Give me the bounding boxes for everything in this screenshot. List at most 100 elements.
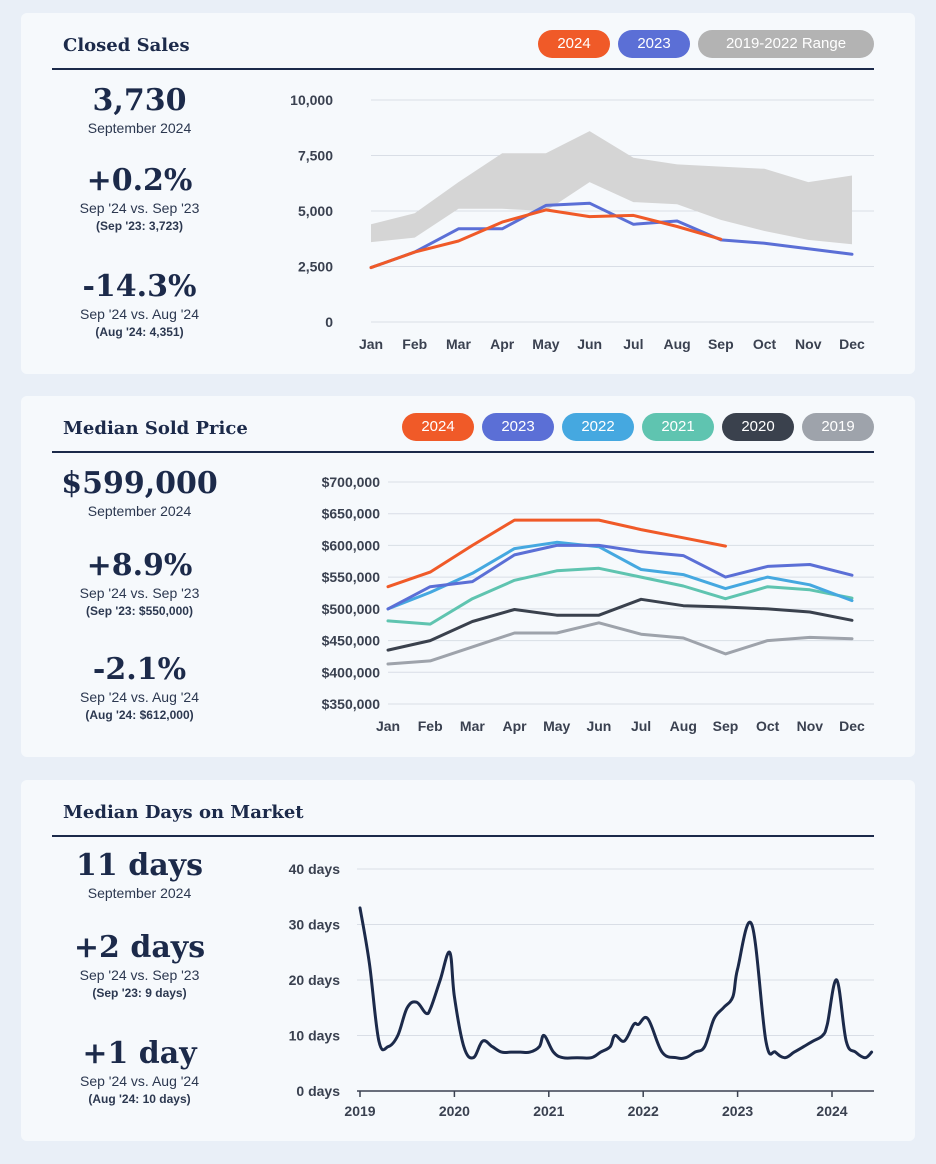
mom-sub: Sep '24 vs. Aug '24 — [80, 306, 199, 322]
series-line-2022 — [386, 540, 854, 611]
y-tick-label: 5,000 — [298, 203, 333, 219]
x-tick-label: 2024 — [816, 1103, 847, 1119]
closed-sales-legend: 2024 2023 2019-2022 Range — [538, 30, 874, 58]
closed-sales-chart: 0 2,500 5,000 7,500 10,000 Jan Feb Mar Apr May Jun… — [290, 92, 874, 352]
x-tick-label: Aug — [663, 336, 690, 352]
x-tick-label: Jul — [623, 336, 643, 352]
legend-2023[interactable]: 2023 — [618, 30, 690, 58]
main-sub: September 2024 — [87, 503, 192, 519]
y-tick-label: 7,500 — [298, 148, 333, 164]
y-tick-label: $700,000 — [322, 474, 381, 490]
x-tick-label: Mar — [446, 336, 471, 352]
mom-sub: Sep '24 vs. Aug '24 — [80, 689, 199, 705]
main-sub: September 2024 — [87, 120, 192, 136]
yoy-sub: Sep '24 vs. Sep '23 — [79, 585, 200, 601]
x-tick-label: Feb — [418, 718, 443, 734]
x-tick-label: Sep — [713, 718, 739, 734]
y-tick-label: 40 days — [289, 861, 341, 877]
x-tick-label: Aug — [670, 718, 697, 734]
x-tick-label: May — [532, 336, 559, 352]
x-tick-label: Oct — [753, 336, 777, 352]
range-band-area — [371, 131, 852, 245]
title-divider — [52, 68, 874, 70]
series-line-2024 — [386, 518, 727, 589]
x-tick-label: Dec — [839, 336, 865, 352]
y-tick-label: $450,000 — [322, 633, 381, 649]
x-tick-label: Jan — [376, 718, 400, 734]
x-tick-label: Apr — [502, 718, 527, 734]
legend-range[interactable]: 2019-2022 Range — [698, 30, 874, 58]
median-price-chart: $350,000 $400,000 $450,000 $500,000 $550,000… — [322, 474, 874, 734]
y-tick-label: 2,500 — [298, 259, 333, 275]
yoy-note: (Sep '23: 9 days) — [92, 986, 187, 1000]
days-on-market-chart: 0 days 10 days 20 days 30 days 40 days 2019 20… — [289, 861, 874, 1119]
x-tick-label: Feb — [402, 336, 427, 352]
main-sub: September 2024 — [87, 885, 192, 901]
y-tick-label: $350,000 — [322, 696, 381, 712]
legend-2023[interactable]: 2023 — [482, 413, 554, 441]
median-price-title: Median Sold Price — [63, 418, 248, 439]
yoy-note: (Sep '23: $550,000) — [86, 604, 193, 618]
series-line-2020 — [386, 597, 854, 652]
x-tick-label: Jul — [631, 718, 651, 734]
series-line-2023 — [386, 543, 854, 611]
x-tick-label: 2022 — [628, 1103, 659, 1119]
title-divider — [52, 835, 874, 837]
legend-2021[interactable]: 2021 — [642, 413, 714, 441]
mom-value: +1 day — [82, 1036, 197, 1071]
x-tick-label: 2023 — [722, 1103, 753, 1119]
series-line-2023 — [369, 201, 854, 270]
yoy-value: +8.9% — [86, 548, 193, 583]
closed-sales-title: Closed Sales — [63, 35, 190, 56]
mom-note: (Aug '24: $612,000) — [85, 708, 194, 722]
days-on-market-card: Median Days on Market 11 days September … — [21, 780, 915, 1141]
mom-sub: Sep '24 vs. Aug '24 — [80, 1073, 199, 1089]
mom-note: (Aug '24: 10 days) — [88, 1092, 191, 1106]
legend-2024[interactable]: 2024 — [402, 413, 474, 441]
yoy-note: (Sep '23: 3,723) — [96, 219, 183, 233]
x-tick-label: Apr — [490, 336, 515, 352]
x-tick-label: Mar — [460, 718, 485, 734]
yoy-value: +0.2% — [86, 163, 193, 198]
x-tick-label: Jun — [577, 336, 602, 352]
closed-sales-card: Closed Sales 2024 2023 2019-2022 Range 3… — [21, 13, 915, 374]
x-tick-label: Jun — [586, 718, 611, 734]
y-tick-label: $500,000 — [322, 601, 381, 617]
legend-2022[interactable]: 2022 — [562, 413, 634, 441]
x-tick-label: Nov — [795, 336, 822, 352]
x-tick-label: 2021 — [533, 1103, 564, 1119]
y-tick-label: 10 days — [289, 1028, 341, 1044]
main-value: 11 days — [76, 848, 203, 883]
legend-2024[interactable]: 2024 — [538, 30, 610, 58]
mom-value: -14.3% — [82, 269, 197, 304]
x-tick-label: Jan — [359, 336, 383, 352]
x-tick-label: 2019 — [344, 1103, 375, 1119]
y-tick-label: 20 days — [289, 972, 341, 988]
x-tick-label: 2020 — [439, 1103, 470, 1119]
series-line-2024 — [369, 208, 723, 270]
main-value: 3,730 — [92, 83, 187, 118]
series-line-2021 — [386, 566, 854, 626]
series-line-2019 — [386, 621, 854, 666]
main-value: $599,000 — [61, 466, 218, 501]
series-line-days-on-market — [358, 906, 874, 1060]
median-price-legend: 2024 2023 2022 2021 2020 2019 — [402, 413, 874, 441]
y-tick-label: 0 — [325, 314, 333, 330]
y-tick-label: 0 days — [296, 1083, 340, 1099]
title-divider — [52, 451, 874, 453]
mom-note: (Aug '24: 4,351) — [95, 325, 184, 339]
y-tick-label: $650,000 — [322, 506, 381, 522]
x-tick-label: Oct — [756, 718, 780, 734]
mom-value: -2.1% — [92, 652, 187, 687]
median-price-card: Median Sold Price 2024 2023 2022 2021 20… — [21, 396, 915, 757]
legend-2020[interactable]: 2020 — [722, 413, 794, 441]
y-tick-label: $550,000 — [322, 569, 381, 585]
x-tick-label: Sep — [708, 336, 734, 352]
y-tick-label: 10,000 — [290, 92, 333, 108]
days-on-market-title: Median Days on Market — [63, 802, 304, 823]
x-tick-label: Nov — [797, 718, 824, 734]
yoy-sub: Sep '24 vs. Sep '23 — [79, 967, 200, 983]
yoy-value: +2 days — [73, 930, 206, 965]
legend-2019[interactable]: 2019 — [802, 413, 874, 441]
y-tick-label: $400,000 — [322, 664, 381, 680]
